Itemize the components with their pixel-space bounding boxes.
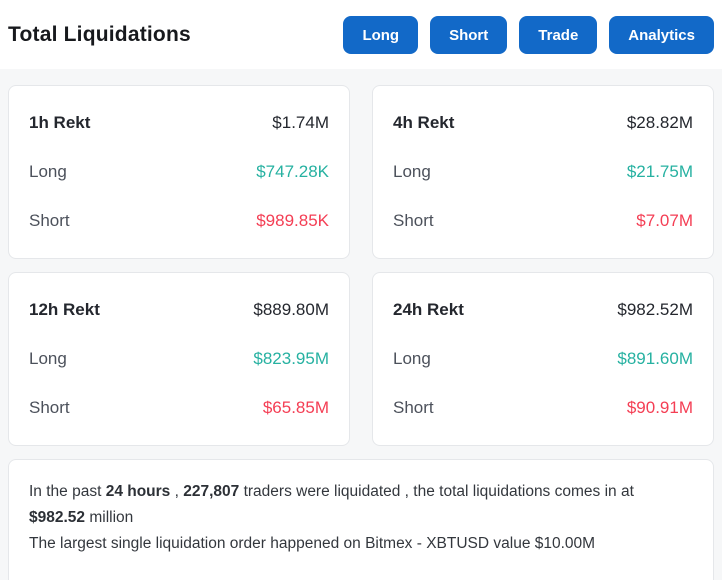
card-header-row: 24h Rekt $982.52M — [393, 300, 693, 320]
card-header-row: 1h Rekt $1.74M — [29, 113, 329, 133]
rekt-card-1h: 1h Rekt $1.74M Long $747.28K Short $989.… — [8, 85, 350, 259]
long-row: Long $747.28K — [29, 162, 329, 182]
short-row: Short $989.85K — [29, 211, 329, 231]
short-label: Short — [29, 398, 70, 417]
header-button-group: Long Short Trade Analytics — [343, 16, 714, 54]
short-row: Short $90.91M — [393, 398, 693, 418]
analytics-button[interactable]: Analytics — [609, 16, 714, 54]
long-row: Long $823.95M — [29, 349, 329, 369]
card-header-row: 12h Rekt $889.80M — [29, 300, 329, 320]
card-header-row: 4h Rekt $28.82M — [393, 113, 693, 133]
long-label: Long — [29, 162, 67, 181]
card-total-value: $28.82M — [626, 113, 693, 132]
long-label: Long — [29, 349, 67, 368]
page-title: Total Liquidations — [8, 23, 191, 46]
long-value: $891.60M — [617, 349, 693, 368]
long-label: Long — [393, 349, 431, 368]
short-value: $65.85M — [262, 398, 329, 417]
summary-line-1: In the past 24 hours , 227,807 traders w… — [29, 483, 634, 526]
short-label: Short — [29, 211, 70, 230]
card-total-value: $982.52M — [617, 300, 693, 319]
rekt-card-4h: 4h Rekt $28.82M Long $21.75M Short $7.07… — [372, 85, 714, 259]
card-title: 12h Rekt — [29, 300, 100, 319]
short-value: $7.07M — [636, 211, 693, 230]
short-label: Short — [393, 211, 434, 230]
liquidation-summary: In the past 24 hours , 227,807 traders w… — [8, 459, 714, 580]
short-row: Short $7.07M — [393, 211, 693, 231]
long-button[interactable]: Long — [343, 16, 419, 54]
summary-line-2: The largest single liquidation order hap… — [29, 535, 596, 552]
short-row: Short $65.85M — [29, 398, 329, 418]
rekt-card-24h: 24h Rekt $982.52M Long $891.60M Short $9… — [372, 272, 714, 446]
header: Total Liquidations Long Short Trade Anal… — [0, 0, 722, 69]
card-title: 1h Rekt — [29, 113, 91, 132]
long-row: Long $21.75M — [393, 162, 693, 182]
card-title: 24h Rekt — [393, 300, 464, 319]
long-label: Long — [393, 162, 431, 181]
rekt-cards-grid: 1h Rekt $1.74M Long $747.28K Short $989.… — [8, 85, 714, 446]
long-row: Long $891.60M — [393, 349, 693, 369]
short-label: Short — [393, 398, 434, 417]
long-value: $823.95M — [253, 349, 329, 368]
short-value: $989.85K — [256, 211, 329, 230]
trade-button[interactable]: Trade — [519, 16, 598, 54]
long-value: $21.75M — [626, 162, 693, 181]
card-title: 4h Rekt — [393, 113, 455, 132]
long-value: $747.28K — [256, 162, 329, 181]
short-button[interactable]: Short — [430, 16, 508, 54]
rekt-card-12h: 12h Rekt $889.80M Long $823.95M Short $6… — [8, 272, 350, 446]
card-total-value: $889.80M — [253, 300, 329, 319]
liquidations-panel: 1h Rekt $1.74M Long $747.28K Short $989.… — [0, 69, 722, 580]
short-value: $90.91M — [626, 398, 693, 417]
card-total-value: $1.74M — [272, 113, 329, 132]
